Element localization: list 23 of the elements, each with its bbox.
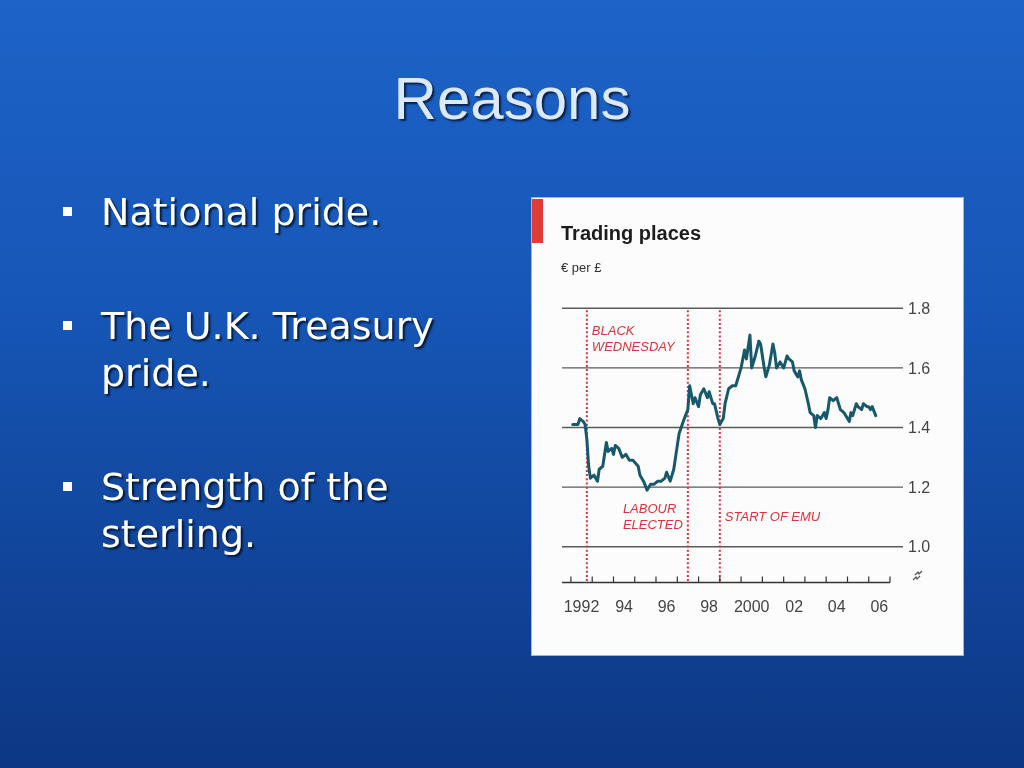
x-tick-label: 2000 xyxy=(733,597,770,615)
ref-line-label: START OF EMU xyxy=(724,509,821,525)
y-tick-label: 1.0 xyxy=(908,538,931,556)
y-tick-label: 1.4 xyxy=(908,419,931,437)
y-tick-label: 1.6 xyxy=(908,359,931,377)
text: National pride. xyxy=(101,190,382,234)
text: Reasons xyxy=(392,65,632,132)
text: The U.K. Treasury pride. xyxy=(101,304,434,395)
x-tick-label: 96 xyxy=(657,597,676,615)
text: Strength of the sterling. xyxy=(101,465,389,556)
y-tick-label: 1.8 xyxy=(908,299,931,317)
y-tick-label: 1.2 xyxy=(908,478,931,496)
chart-title: Trading places xyxy=(561,222,702,244)
ref-line-label: LABOUR ELECTED xyxy=(622,501,683,533)
x-tick-label: 04 xyxy=(827,597,846,615)
x-tick-label: 02 xyxy=(785,597,804,615)
x-tick-label: 98 xyxy=(700,597,719,615)
x-tick-label: 94 xyxy=(615,597,634,615)
ref-line-label: BLACK WEDNESDAY xyxy=(591,322,677,354)
x-tick-label: 1992 xyxy=(563,597,600,615)
line-series xyxy=(571,333,878,492)
chart-subtitle: € per £ xyxy=(561,260,603,275)
x-tick-label: 06 xyxy=(870,597,889,615)
